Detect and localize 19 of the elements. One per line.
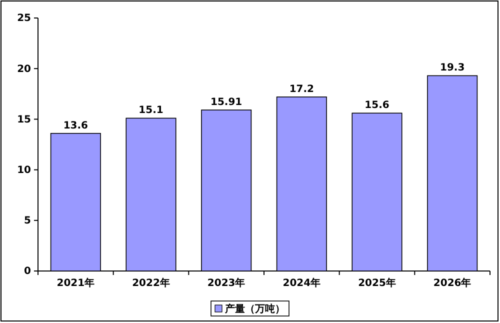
legend-label: 产量（万吨） [224, 303, 285, 315]
x-tick-label: 2026年 [433, 277, 472, 290]
data-label: 15.91 [210, 96, 242, 108]
x-tick-label: 2022年 [132, 277, 170, 290]
x-tick-label: 2024年 [282, 277, 321, 290]
y-tick-label: 20 [17, 64, 32, 75]
y-tick-label: 10 [17, 165, 32, 176]
data-label: 13.6 [63, 120, 88, 132]
y-tick-label: 25 [17, 13, 32, 24]
x-tick-label: 2021年 [56, 277, 95, 290]
data-label: 17.2 [289, 84, 314, 95]
x-tick-label: 2025年 [358, 277, 396, 290]
x-tick-label: 2023年 [207, 277, 246, 290]
y-tick-label: 0 [24, 266, 32, 278]
y-tick-label: 5 [24, 216, 32, 227]
data-label: 15.1 [138, 105, 164, 116]
y-tick-label: 15 [17, 114, 32, 126]
data-label: 19.3 [440, 62, 465, 74]
data-label: 15.6 [364, 100, 390, 112]
